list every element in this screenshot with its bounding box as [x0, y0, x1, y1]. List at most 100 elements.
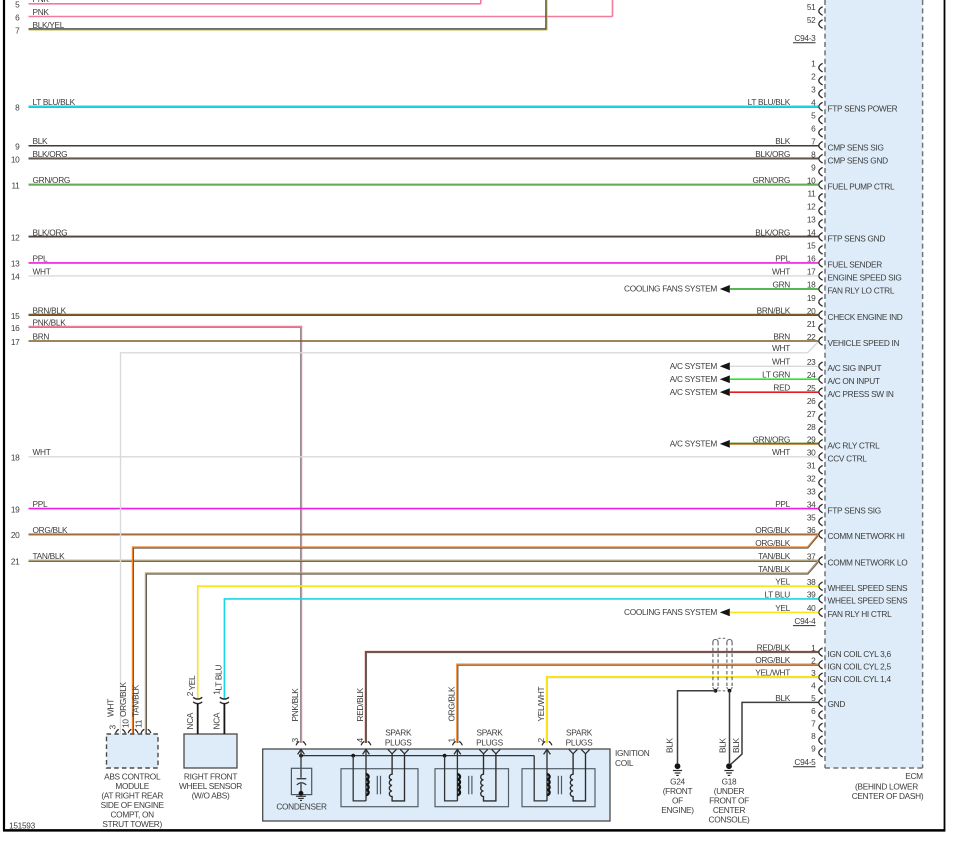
svg-text:PLUGS: PLUGS [476, 737, 503, 747]
svg-text:IGNITION: IGNITION [615, 748, 650, 758]
svg-text:BLK: BLK [775, 693, 791, 703]
svg-text:7: 7 [811, 137, 816, 147]
svg-text:LT BLU: LT BLU [213, 665, 223, 691]
svg-text:WHEEL SPEED SENS: WHEEL SPEED SENS [828, 596, 908, 606]
svg-text:WHT: WHT [33, 447, 51, 457]
svg-text:4: 4 [811, 681, 816, 691]
svg-text:32: 32 [807, 473, 816, 483]
svg-text:A/C ON INPUT: A/C ON INPUT [828, 376, 880, 386]
svg-text:WHT: WHT [772, 343, 790, 353]
svg-text:IGN COIL CYL 1,4: IGN COIL CYL 1,4 [828, 674, 892, 684]
svg-text:(FRONT: (FRONT [663, 786, 693, 796]
svg-text:40: 40 [807, 603, 816, 613]
svg-text:LT BLU/BLK: LT BLU/BLK [33, 97, 76, 107]
svg-text:10: 10 [11, 155, 20, 165]
svg-text:18: 18 [11, 453, 20, 463]
svg-text:28: 28 [807, 422, 816, 432]
svg-text:8: 8 [811, 731, 816, 741]
svg-text:SPARK: SPARK [385, 728, 412, 738]
svg-text:TAN/BLK: TAN/BLK [758, 551, 791, 561]
svg-text:30: 30 [807, 448, 816, 458]
svg-text:BLK: BLK [731, 737, 741, 753]
svg-text:VEHICLE SPEED IN: VEHICLE SPEED IN [828, 338, 900, 348]
svg-text:5: 5 [811, 693, 816, 703]
svg-text:1: 1 [212, 690, 222, 695]
svg-text:20: 20 [807, 306, 816, 316]
svg-text:BLK/ORG: BLK/ORG [33, 227, 68, 237]
svg-text:151593: 151593 [9, 820, 36, 830]
svg-text:11: 11 [134, 719, 144, 728]
svg-text:WHEEL SPEED SENS: WHEEL SPEED SENS [828, 583, 908, 593]
svg-text:ENGINE): ENGINE) [661, 805, 694, 815]
svg-text:13: 13 [807, 215, 816, 225]
svg-text:PNK: PNK [33, 0, 50, 4]
svg-text:MODULE: MODULE [115, 781, 149, 791]
svg-text:PNK: PNK [33, 7, 50, 17]
svg-text:ORG/BLK: ORG/BLK [118, 681, 128, 717]
svg-text:39: 39 [807, 590, 816, 600]
svg-text:COMPT, ON: COMPT, ON [110, 810, 154, 820]
svg-text:COIL: COIL [615, 758, 634, 768]
svg-text:YEL: YEL [775, 603, 790, 613]
svg-text:WHT: WHT [772, 357, 790, 367]
svg-text:8: 8 [15, 102, 20, 112]
svg-text:5: 5 [811, 110, 816, 120]
svg-text:3: 3 [108, 725, 118, 730]
svg-text:COMM NETWORK HI: COMM NETWORK HI [828, 531, 905, 541]
svg-text:A/C SYSTEM: A/C SYSTEM [670, 374, 718, 384]
svg-text:15: 15 [11, 311, 20, 321]
svg-text:4: 4 [355, 738, 365, 743]
svg-text:RED/BLK: RED/BLK [757, 643, 791, 653]
svg-text:WHT: WHT [106, 699, 116, 717]
svg-text:12: 12 [11, 233, 20, 243]
svg-text:PNK/BLK: PNK/BLK [33, 317, 67, 327]
svg-text:WHT: WHT [33, 266, 51, 276]
svg-text:PPL: PPL [33, 499, 48, 509]
svg-text:ORG/BLK: ORG/BLK [755, 655, 791, 665]
svg-text:NCA: NCA [185, 712, 195, 729]
svg-text:17: 17 [11, 337, 20, 347]
svg-text:27: 27 [807, 409, 816, 419]
svg-text:15: 15 [807, 241, 816, 251]
svg-text:2: 2 [811, 655, 816, 665]
svg-text:A/C SYSTEM: A/C SYSTEM [670, 387, 718, 397]
svg-text:25: 25 [807, 383, 816, 393]
svg-text:1: 1 [811, 58, 816, 68]
svg-text:YEL: YEL [187, 675, 197, 690]
svg-text:BRN/BLK: BRN/BLK [33, 305, 67, 315]
svg-text:9: 9 [15, 142, 20, 152]
svg-text:PLUGS: PLUGS [385, 737, 412, 747]
svg-text:C94-4: C94-4 [794, 616, 816, 626]
svg-text:(UNDER: (UNDER [714, 786, 745, 796]
svg-text:LT GRN: LT GRN [762, 370, 790, 380]
svg-text:IGN COIL CYL 3,6: IGN COIL CYL 3,6 [828, 649, 892, 659]
svg-text:9: 9 [811, 743, 816, 753]
svg-text:19: 19 [11, 504, 20, 514]
svg-text:YEL: YEL [775, 577, 790, 587]
svg-text:6: 6 [811, 706, 816, 716]
svg-text:3: 3 [811, 84, 816, 94]
svg-text:2: 2 [185, 691, 195, 696]
svg-text:WHEEL SENSOR: WHEEL SENSOR [179, 781, 242, 791]
svg-text:A/C SYSTEM: A/C SYSTEM [670, 361, 718, 371]
svg-text:G24: G24 [670, 777, 685, 787]
svg-text:PPL: PPL [775, 499, 790, 509]
svg-text:14: 14 [11, 272, 20, 282]
svg-text:11: 11 [11, 181, 20, 191]
svg-text:23: 23 [807, 357, 816, 367]
svg-text:1: 1 [811, 643, 816, 653]
svg-text:GRN/ORG: GRN/ORG [33, 175, 71, 185]
svg-text:BRN/BLK: BRN/BLK [757, 305, 791, 315]
svg-text:19: 19 [807, 293, 816, 303]
svg-text:7: 7 [811, 718, 816, 728]
svg-text:(AT RIGHT REAR: (AT RIGHT REAR [101, 791, 163, 801]
svg-text:14: 14 [807, 228, 816, 238]
svg-text:6: 6 [811, 124, 816, 134]
svg-text:2: 2 [811, 71, 816, 81]
svg-text:10: 10 [121, 719, 131, 728]
svg-text:21: 21 [807, 319, 816, 329]
svg-text:PPL: PPL [33, 253, 48, 263]
svg-text:TAN/BLK: TAN/BLK [758, 564, 791, 574]
svg-text:20: 20 [11, 530, 20, 540]
svg-text:RIGHT FRONT: RIGHT FRONT [184, 772, 237, 782]
